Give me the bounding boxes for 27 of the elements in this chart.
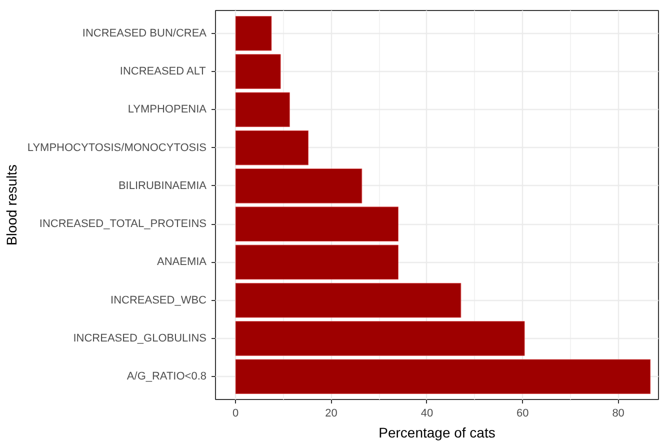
bar <box>235 244 398 280</box>
y-tick-label: INCREASED_WBC <box>110 294 207 306</box>
y-tick-label: INCREASED_GLOBULINS <box>73 332 207 344</box>
x-tick-label: 0 <box>232 408 239 420</box>
y-tick-label: BILIRUBINAEMIA <box>118 180 208 192</box>
y-tick-label: LYMPHOCYTOSIS/MONOCYTOSIS <box>27 142 207 154</box>
y-axis-title: Blood results <box>3 164 20 246</box>
y-tick-label: LYMPHOPENIA <box>128 104 208 116</box>
bar <box>235 54 281 89</box>
bar <box>235 168 362 204</box>
x-tick-label: 40 <box>420 408 434 420</box>
x-axis-title: Percentage of cats <box>378 424 496 440</box>
x-tick-label: 80 <box>612 408 624 420</box>
bar <box>235 359 651 394</box>
y-tick-label: INCREASED_TOTAL_PROTEINS <box>39 218 207 230</box>
x-tick-label: 20 <box>325 408 338 420</box>
bar <box>235 206 398 242</box>
y-tick-label: INCREASED BUN/CREA <box>82 27 208 40</box>
bar <box>235 16 272 51</box>
x-tick-label: 60 <box>516 408 529 420</box>
y-tick-label: ANAEMIA <box>156 256 208 268</box>
y-tick-label: INCREASED ALT <box>120 66 206 78</box>
bar <box>235 92 290 128</box>
bar <box>235 282 462 318</box>
bar <box>235 130 309 166</box>
y-tick-label: A/G_RATIO<0.8 <box>126 370 206 383</box>
bar <box>235 321 525 356</box>
